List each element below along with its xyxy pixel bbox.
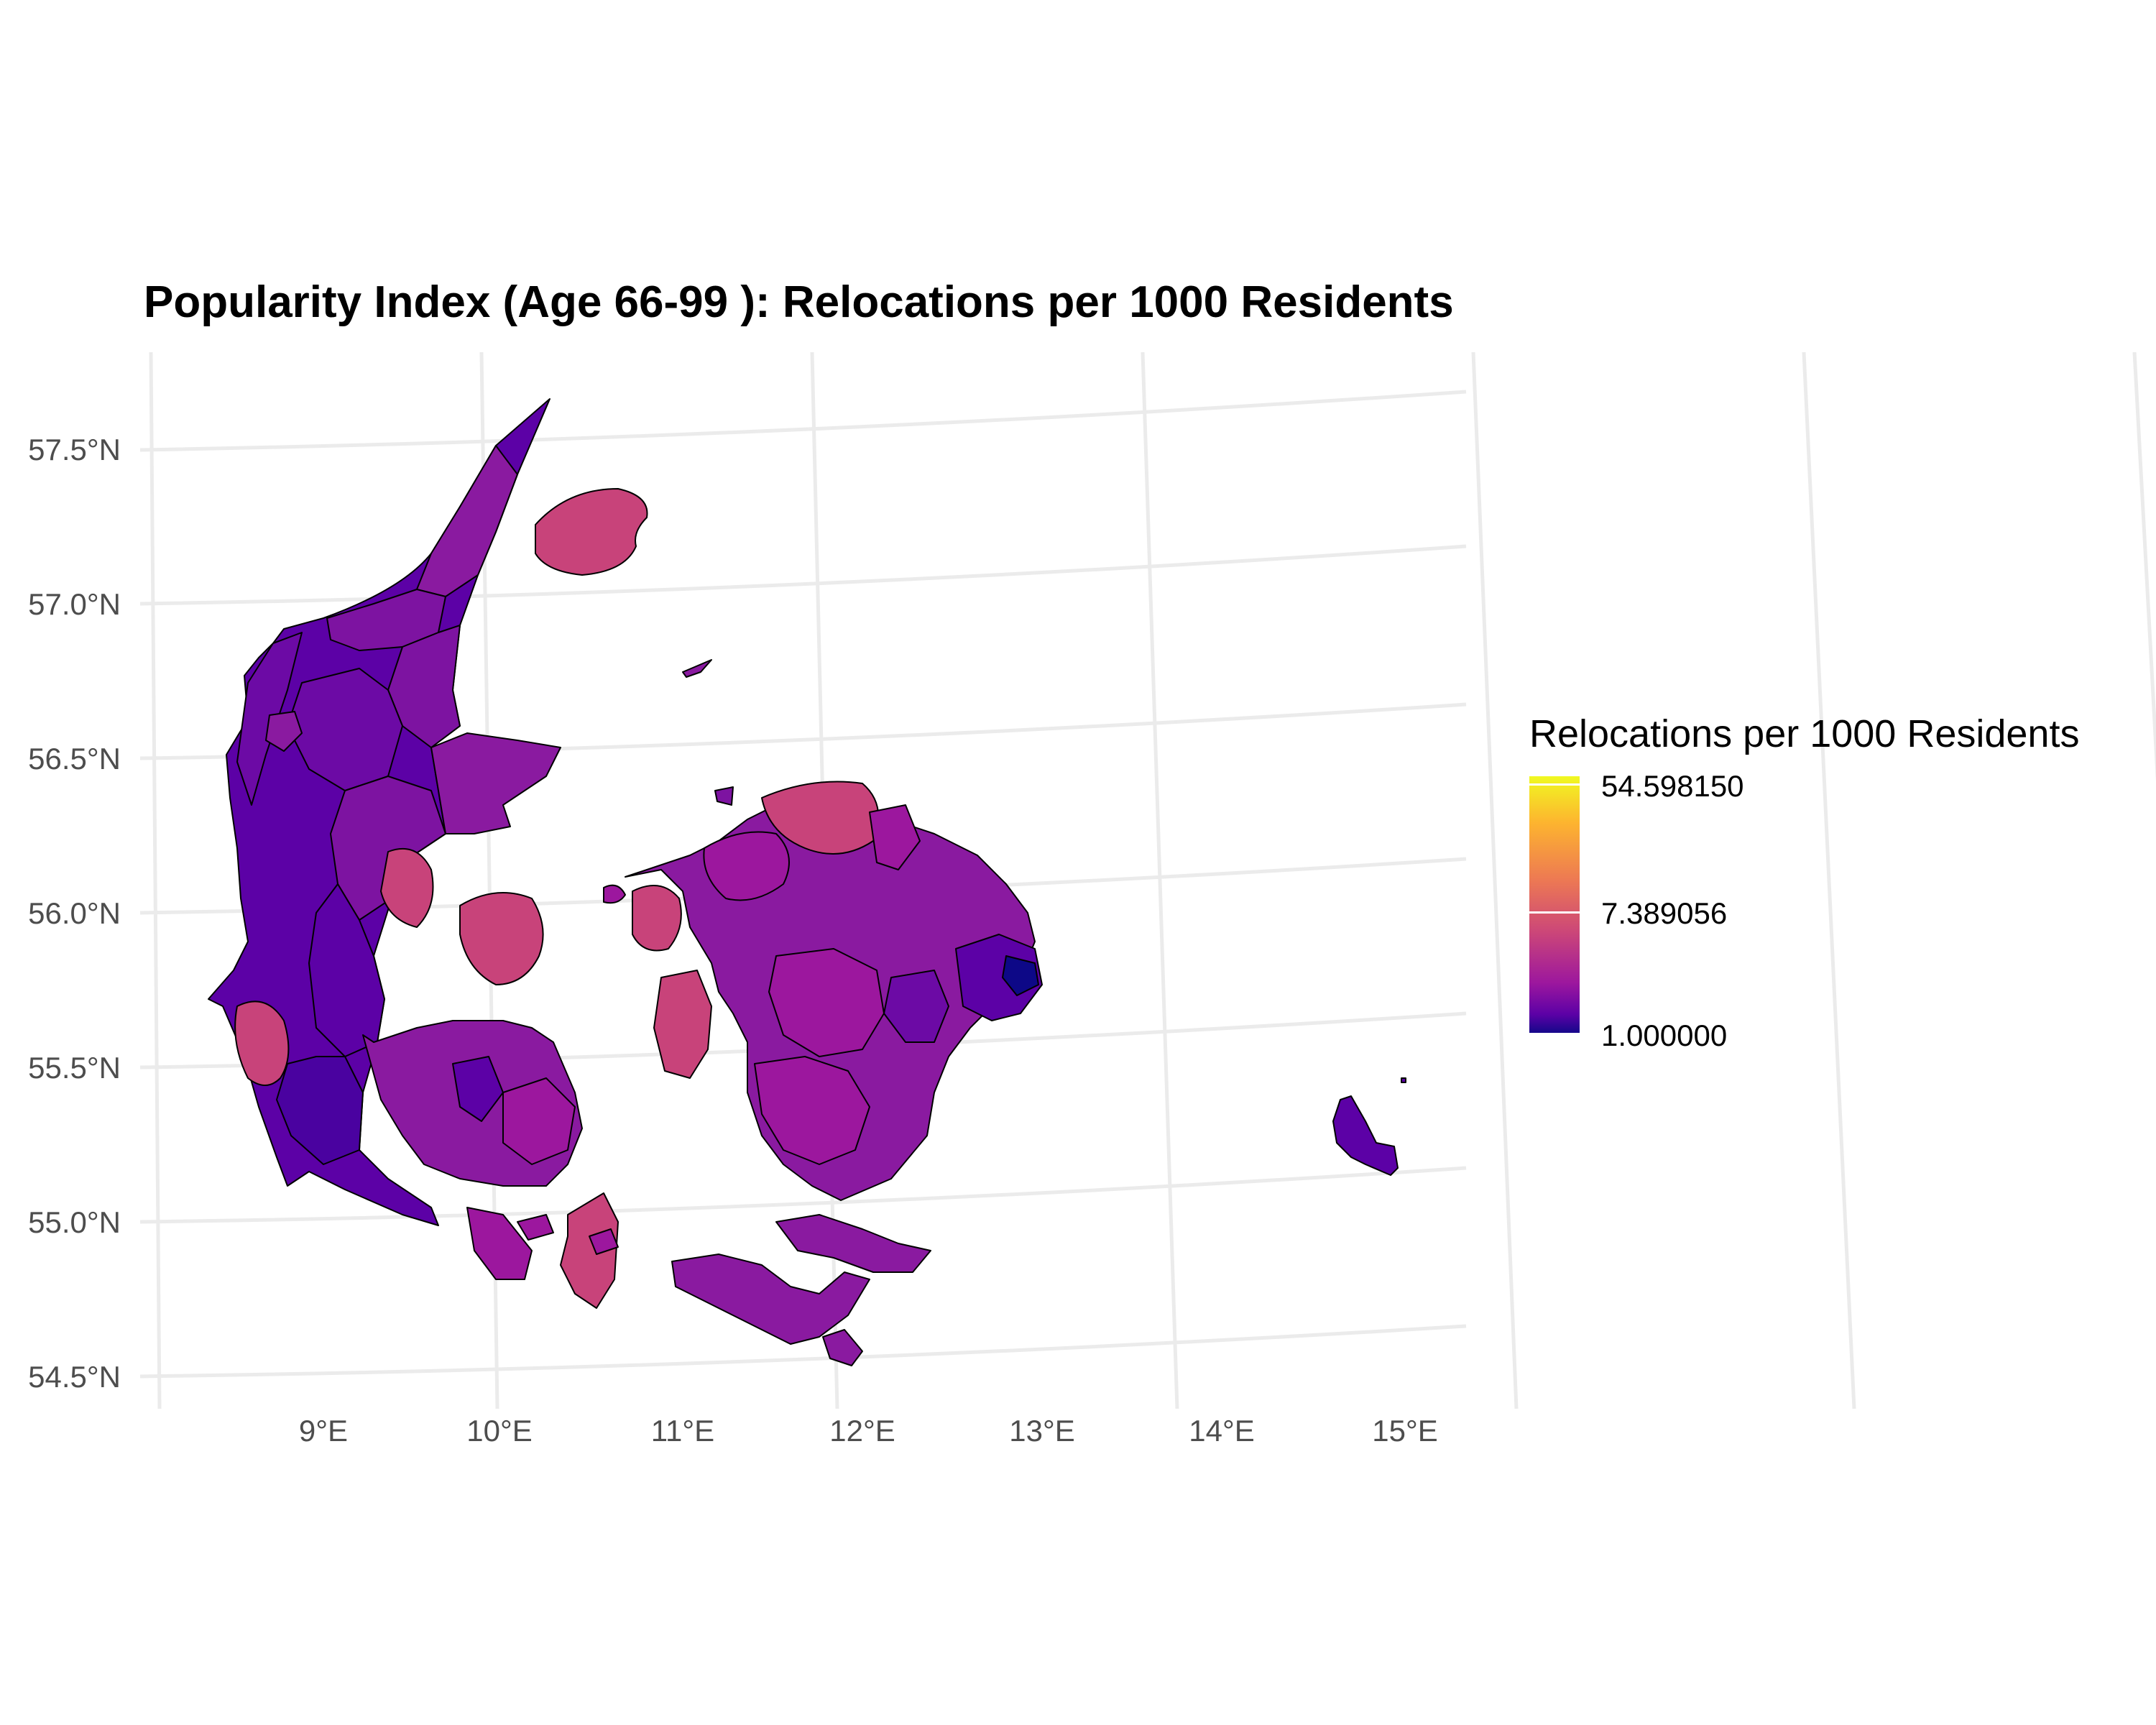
region-slagelse [653,970,712,1079]
x-tick-label: 11°E [651,1414,714,1448]
grid-lon-9 [149,351,162,1409]
x-tick-label: 14°E [1189,1414,1255,1448]
legend-label-min: 1.000000 [1601,1018,1728,1052]
y-tick-label: 57.0°N [28,587,121,621]
region-djursland [430,732,561,834]
legend-tick-mid [1529,911,1580,914]
grid-lat-55-0 [139,1166,1467,1224]
regions [208,398,1406,1366]
legend-label-max: 54.598150 [1601,769,1744,803]
region-frederikshavn [535,488,648,576]
grid-lat-57-0 [139,544,1467,606]
region-odder-pink [459,892,544,985]
region-bornholm [1332,1095,1399,1176]
x-tick-label: 10°E [466,1414,533,1448]
grid-lat-57-5 [139,390,1467,452]
region-north-jutland-a [416,445,518,597]
grid-lon-14 [1802,351,1856,1409]
map-title: Popularity Index (Age 66-99 ): Relocatio… [144,277,1454,327]
legend-title: Relocations per 1000 Residents [1529,712,2080,755]
region-femoe [603,884,626,904]
region-south-jutland-b [276,1056,364,1165]
y-axis-labels: 57.5°N 57.0°N 56.5°N 56.0°N 55.5°N 55.0°… [28,433,121,1394]
region-omoe [589,1228,619,1255]
region-falster [775,1214,931,1273]
x-tick-label: 9°E [299,1414,348,1448]
grid-lat-54-5 [139,1324,1467,1379]
x-tick-label: 15°E [1372,1414,1438,1448]
region-odsherred [703,831,790,901]
legend-tick-bottom [1529,1033,1580,1035]
x-tick-label: 12°E [829,1414,895,1448]
region-hilleroed [869,804,921,870]
region-islands-south [517,1214,554,1241]
region-christiansoe [1401,1077,1406,1083]
grid-lon-15 [2132,351,2156,782]
x-axis-labels: 9°E 10°E 11°E 12°E 13°E 14°E 15°E [299,1414,1438,1448]
x-tick-label: 13°E [1009,1414,1075,1448]
y-tick-label: 57.5°N [28,433,121,466]
grid-lon-13 [1471,351,1519,1409]
region-naestved [754,1056,870,1165]
legend-tick-top [1529,783,1580,786]
region-moen [822,1329,863,1366]
region-funen-east [502,1077,576,1165]
region-langeland [560,1192,619,1309]
region-mols [380,848,434,928]
region-als [234,1000,290,1086]
y-tick-label: 55.5°N [28,1051,121,1085]
region-laesoe [682,659,712,678]
region-lolland [671,1254,870,1345]
region-mors [265,711,303,752]
y-tick-label: 56.5°N [28,742,121,776]
region-ringsted [768,948,885,1057]
legend-colorbar [1529,776,1580,1035]
region-south-jutland-a [308,883,385,1057]
y-tick-label: 56.0°N [28,896,121,930]
region-kalundborg [632,885,682,952]
y-tick-label: 55.0°N [28,1205,121,1239]
region-aeroe [466,1207,533,1280]
legend-label-mid: 7.389056 [1601,896,1728,930]
y-tick-label: 54.5°N [28,1360,121,1394]
region-copenhagen [955,934,1043,1021]
region-funen-central [452,1056,504,1122]
graticule [139,351,2156,1409]
region-samsoe [714,786,734,806]
region-copenhagen-core [1002,955,1039,996]
grid-lon-12 [1141,351,1179,1409]
